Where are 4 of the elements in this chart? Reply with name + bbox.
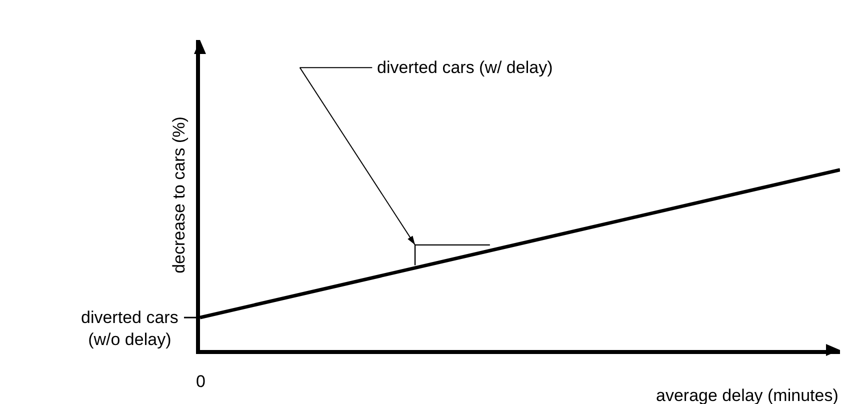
text: diverted cars (w/ delay): [377, 58, 553, 77]
text: 0: [196, 372, 206, 391]
annotation: diverted cars (w/o delay): [81, 308, 178, 350]
y-axis-title: decrease to cars (%): [169, 116, 188, 274]
